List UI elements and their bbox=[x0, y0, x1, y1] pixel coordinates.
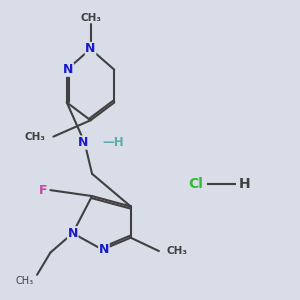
Text: N: N bbox=[78, 136, 88, 149]
Text: —H: —H bbox=[102, 136, 124, 149]
Text: CH₃: CH₃ bbox=[25, 132, 46, 142]
Text: Cl: Cl bbox=[189, 177, 203, 191]
Text: CH₃: CH₃ bbox=[16, 276, 34, 286]
Text: N: N bbox=[85, 42, 96, 56]
Text: N: N bbox=[68, 227, 78, 240]
Text: CH₃: CH₃ bbox=[166, 246, 187, 256]
Text: N: N bbox=[63, 63, 74, 76]
Text: F: F bbox=[39, 184, 47, 196]
Text: N: N bbox=[99, 243, 109, 256]
Text: CH₃: CH₃ bbox=[80, 13, 101, 23]
Text: H: H bbox=[239, 177, 251, 191]
